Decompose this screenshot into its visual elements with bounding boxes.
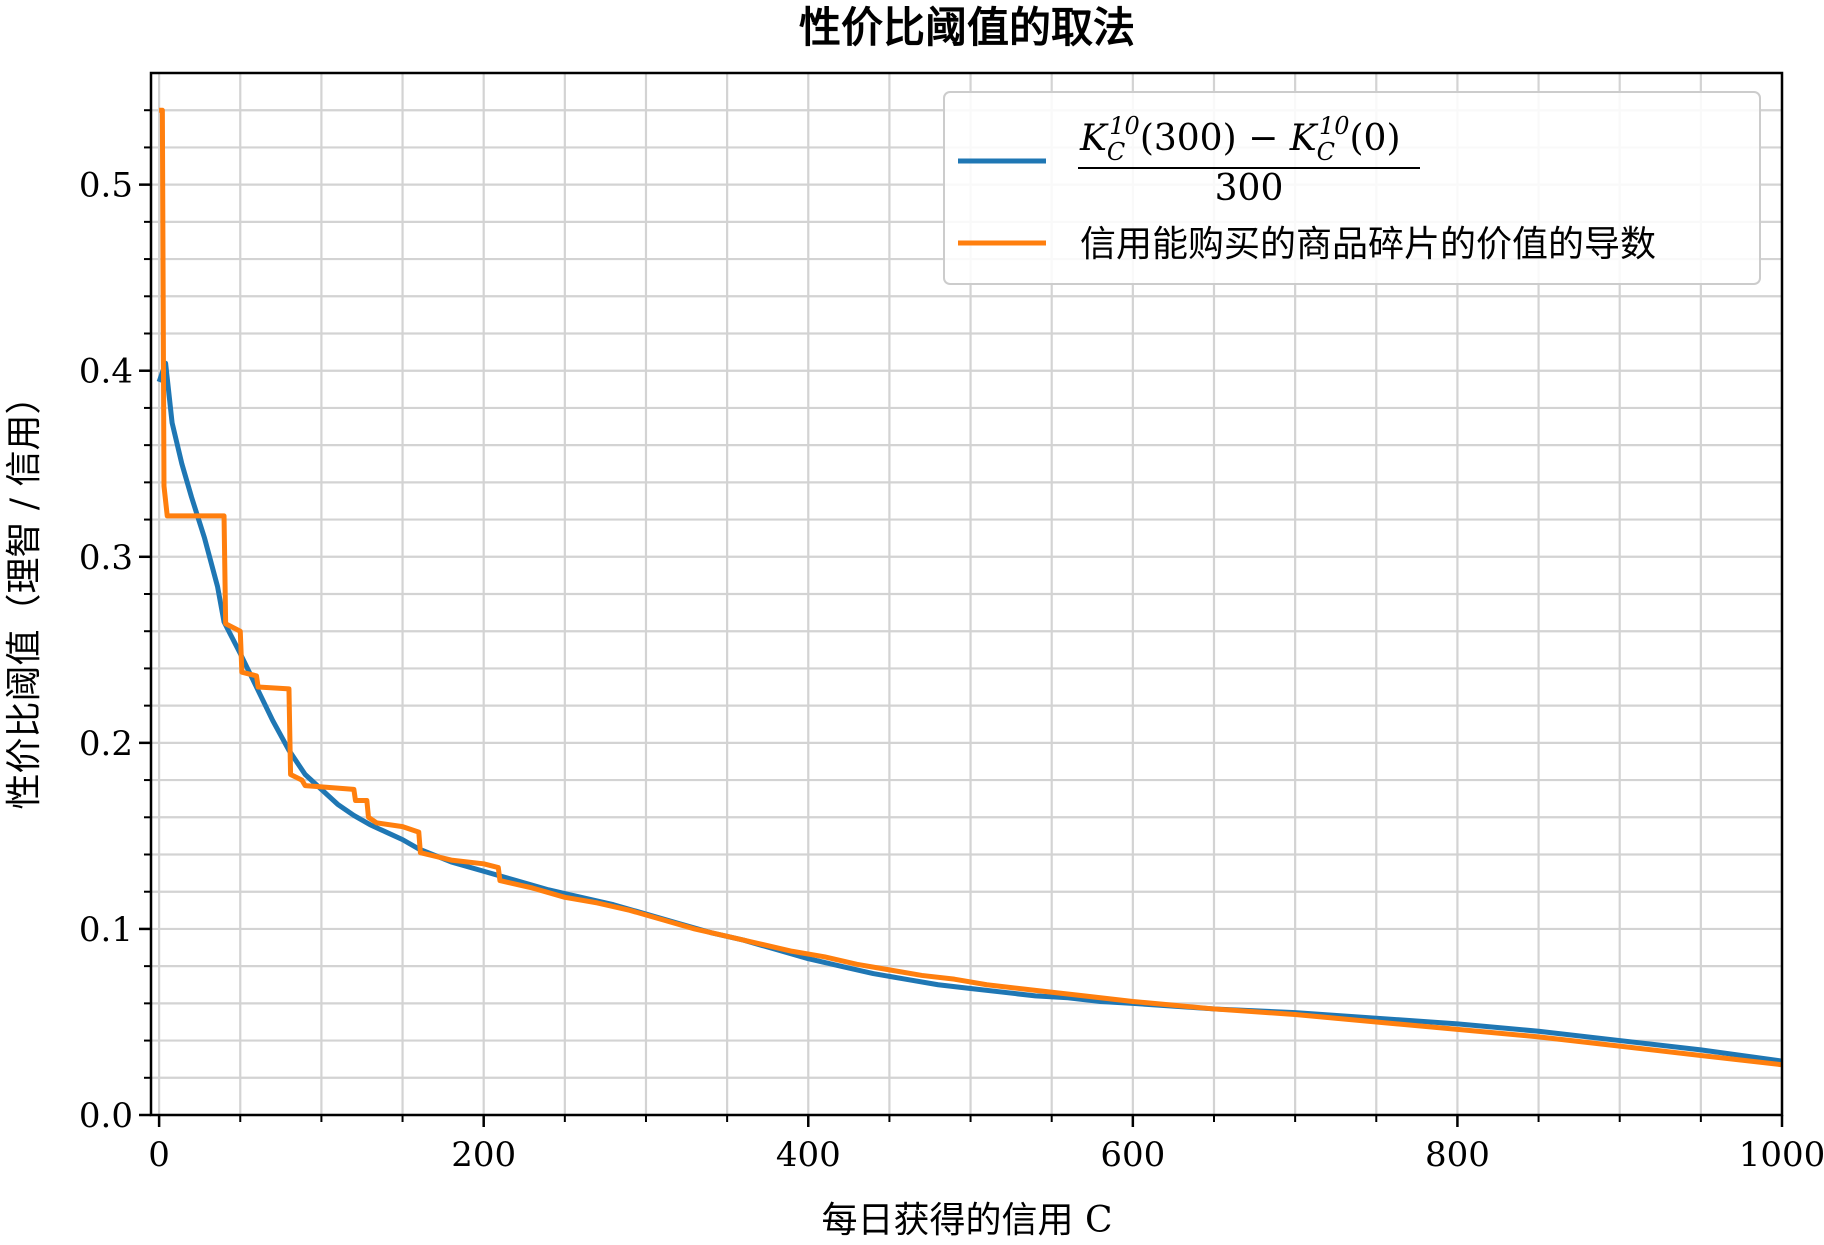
legend: KC10(300) − KC10(0) 300 信用能购买的商品碎片的价值的导数 — [943, 91, 1761, 285]
legend-label-0-sub2: C — [1317, 138, 1335, 166]
legend-label-0-denominator: 300 — [1215, 168, 1284, 209]
plot-frame — [149, 71, 1784, 1117]
ticks: 0 200 400 600 800 1000 0.0 0.1 0.2 0.3 0.4 0.5 — [79, 109, 1824, 1175]
x-tick-label: 600 — [1100, 1135, 1165, 1175]
y-axis-label: 性价比阈值（理智 / 信用） — [4, 378, 45, 809]
legend-label-0: KC10(300) − KC10(0) — [1079, 112, 1401, 166]
y-tick-label: 0.2 — [79, 724, 133, 764]
legend-label-0-k: K — [1079, 118, 1109, 159]
legend-label-0-k2: K — [1289, 118, 1319, 159]
y-tick-label: 0.4 — [79, 352, 133, 392]
y-tick-label: 0.3 — [79, 538, 133, 578]
chart-title: 性价比阈值的取法 — [799, 3, 1135, 52]
y-tick-label: 0.1 — [79, 910, 133, 950]
x-tick-label: 200 — [451, 1135, 516, 1175]
legend-label-0-mid: (300) − — [1140, 118, 1290, 159]
y-tick-label: 0.0 — [79, 1096, 133, 1136]
x-tick-label: 400 — [776, 1135, 841, 1175]
legend-box — [943, 91, 1761, 285]
legend-label-0-end: (0) — [1350, 118, 1401, 159]
x-tick-label: 0 — [148, 1135, 170, 1175]
legend-label-1: 信用能购买的商品碎片的价值的导数 — [1080, 224, 1656, 265]
legend-label-0-sup2: 10 — [1319, 112, 1350, 140]
x-axis-label: 每日获得的信用 C — [822, 1200, 1113, 1241]
x-tick-label: 800 — [1425, 1135, 1490, 1175]
legend-label-0-sup: 10 — [1109, 112, 1140, 140]
x-tick-label: 1000 — [1739, 1135, 1824, 1175]
legend-label-0-sub: C — [1107, 138, 1125, 166]
y-tick-label: 0.5 — [79, 166, 133, 206]
series-line-1 — [159, 107, 1783, 1068]
series-layer — [156, 107, 1783, 1068]
